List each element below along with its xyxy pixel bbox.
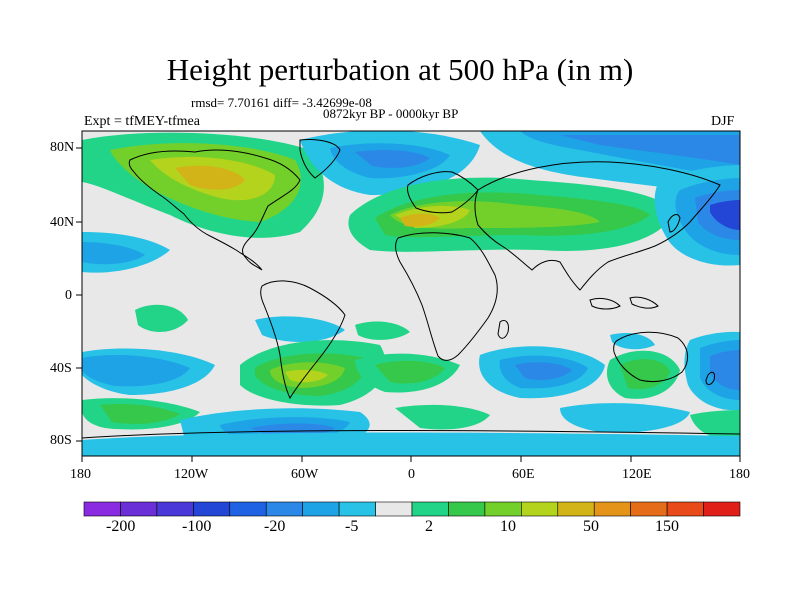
colorbar-box <box>193 501 231 517</box>
colorbar-box <box>411 501 449 517</box>
lon-tick-180e: 180 <box>729 467 750 482</box>
lat-tick-80s: 80S <box>50 433 72 448</box>
colorbar <box>83 501 741 517</box>
colorbar-label-1: -200 <box>106 518 136 535</box>
axis-ticks <box>76 147 741 462</box>
map-field <box>82 131 740 456</box>
colorbar-box <box>338 501 376 517</box>
colorbar-box <box>484 501 522 517</box>
colorbar-box <box>666 501 704 517</box>
lon-tick-0: 0 <box>408 467 415 482</box>
colorbar-label-7: 50 <box>583 518 599 535</box>
colorbar-box <box>593 501 631 517</box>
lon-tick-60e: 60E <box>512 467 535 482</box>
lon-tick-180w: 180 <box>70 467 91 482</box>
colorbar-box <box>83 501 121 517</box>
colorbar-label-3: -20 <box>264 518 286 535</box>
lon-tick-120e: 120E <box>622 467 652 482</box>
colorbar-box <box>302 501 340 517</box>
lat-tick-40s: 40S <box>50 361 72 376</box>
lon-tick-60w: 60W <box>291 467 319 482</box>
stats-label: rmsd= 7.70161 diff= -3.42699e-08 <box>191 95 372 110</box>
colorbar-box <box>120 501 158 517</box>
colorbar-label-5: 2 <box>425 518 433 535</box>
season-label: DJF <box>711 114 735 129</box>
period-label: 0872kyr BP - 0000kyr BP <box>323 106 459 121</box>
colorbar-box <box>630 501 668 517</box>
coastlines <box>82 139 740 439</box>
lat-tick-40n: 40N <box>50 215 75 230</box>
colorbar-box <box>375 501 413 517</box>
colorbar-box <box>229 501 267 517</box>
colorbar-label-8: 150 <box>655 518 679 535</box>
experiment-label: Expt = tfMEY-tfmea <box>84 114 200 129</box>
colorbar-box <box>448 501 486 517</box>
colorbar-label-2: -100 <box>182 518 212 535</box>
colorbar-box <box>521 501 559 517</box>
colorbar-label-4: -5 <box>345 518 359 535</box>
lat-tick-0: 0 <box>65 288 72 303</box>
colorbar-box <box>156 501 194 517</box>
colorbar-label-6: 10 <box>500 518 516 535</box>
colorbar-box <box>265 501 303 517</box>
colorbar-box <box>557 501 595 517</box>
chart-title: Height perturbation at 500 hPa (in m) <box>166 52 634 87</box>
lon-tick-120w: 120W <box>174 467 209 482</box>
lat-tick-80n: 80N <box>50 140 75 155</box>
colorbar-box <box>703 501 741 517</box>
